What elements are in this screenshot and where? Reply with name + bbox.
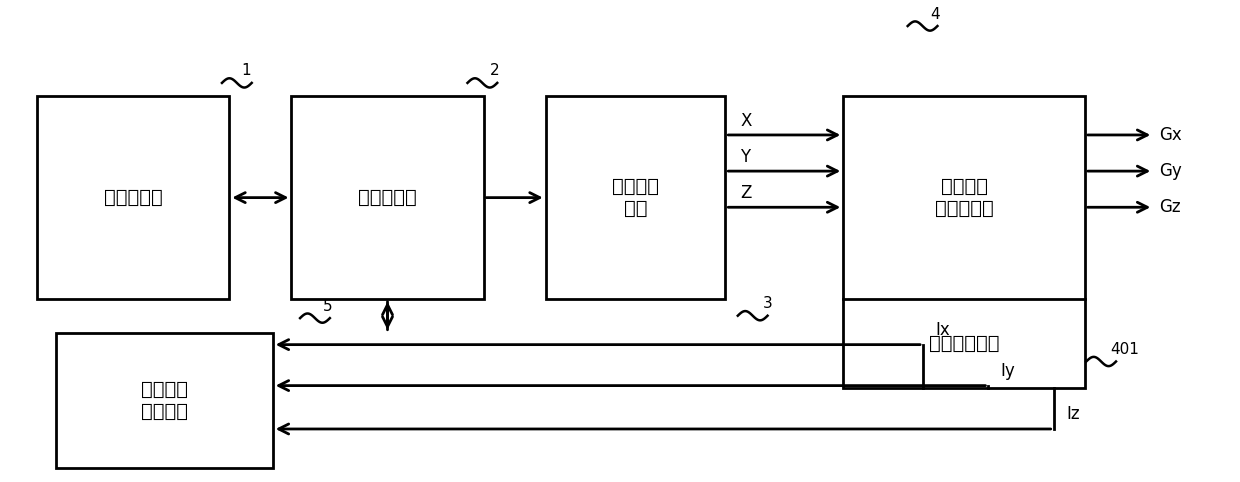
Text: 5: 5 (322, 299, 332, 314)
Bar (56, 333, 273, 468)
Text: Iy: Iy (1001, 362, 1016, 380)
Bar (843, 96, 1085, 388)
Text: 3: 3 (763, 296, 773, 311)
Text: 采样计算机: 采样计算机 (358, 188, 417, 207)
Text: 2: 2 (490, 63, 500, 78)
Text: Z: Z (740, 185, 751, 202)
Bar (546, 96, 725, 299)
Text: 用户计算机: 用户计算机 (104, 188, 162, 207)
Text: Y: Y (740, 148, 750, 166)
Text: Gy: Gy (1159, 162, 1182, 180)
Text: Iz: Iz (1066, 405, 1080, 423)
Text: X: X (740, 112, 751, 130)
Text: 梯度控制
模块: 梯度控制 模块 (613, 177, 658, 218)
Text: Gz: Gz (1159, 198, 1180, 216)
Text: Gx: Gx (1159, 126, 1182, 144)
Text: Ix: Ix (935, 321, 950, 339)
Bar (291, 96, 484, 299)
Text: 1: 1 (242, 63, 252, 78)
Bar (37, 96, 229, 299)
Text: 401: 401 (1110, 342, 1138, 357)
Text: 4: 4 (930, 7, 940, 22)
Text: 电流监控接口: 电流监控接口 (929, 334, 999, 353)
Text: 梯度信号
采集模块: 梯度信号 采集模块 (141, 379, 187, 421)
Text: 梯度功率
放大器模块: 梯度功率 放大器模块 (935, 177, 993, 218)
